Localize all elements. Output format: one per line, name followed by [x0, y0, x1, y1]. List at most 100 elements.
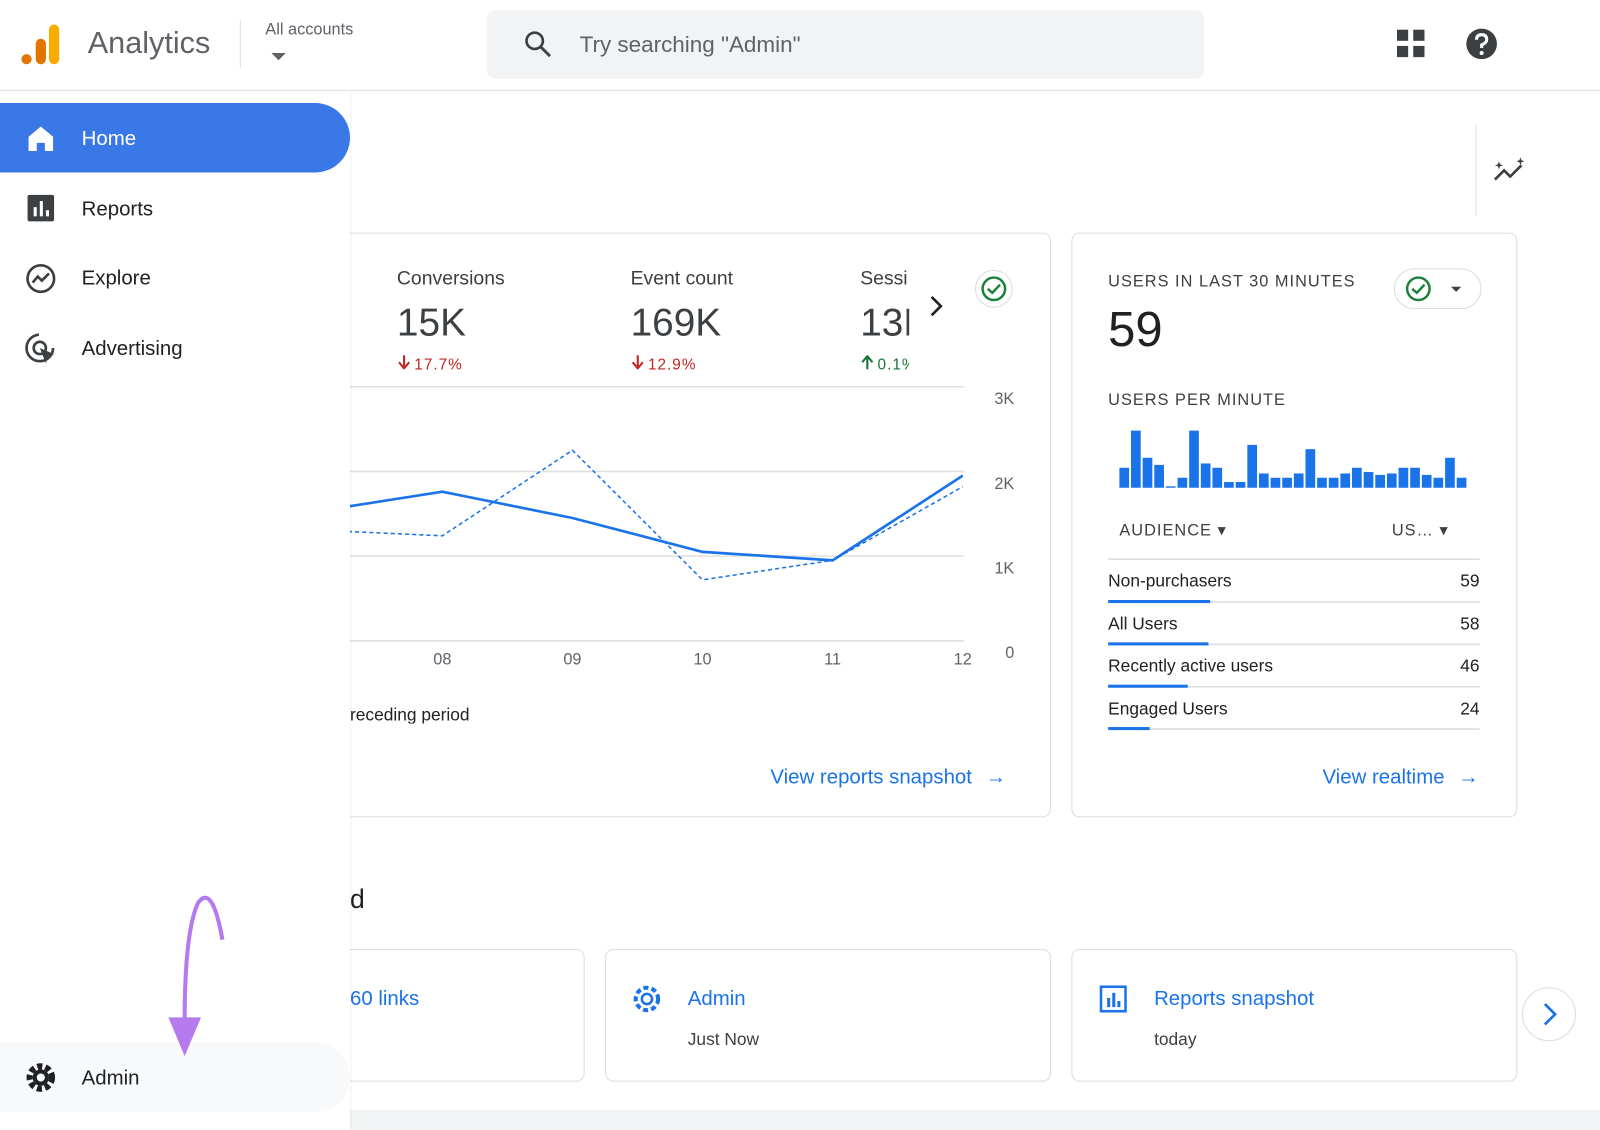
header: Analytics All accounts Try searching "Ad…	[0, 0, 1600, 91]
carousel-next[interactable]	[1518, 984, 1579, 1045]
audience-value: 24	[1378, 699, 1480, 716]
trend-arrow	[631, 355, 645, 369]
recent-time: Just Now	[688, 1031, 759, 1048]
bar	[1340, 473, 1350, 487]
audience-value: 59	[1378, 572, 1480, 589]
bar	[1410, 468, 1420, 488]
x-tick-label: 08	[433, 650, 451, 668]
account-picker[interactable]: All accounts	[265, 22, 353, 38]
product-name: Analytics	[88, 29, 210, 60]
apps-icon[interactable]	[1397, 30, 1428, 61]
column-header[interactable]: AUDIENCE ▾	[1119, 523, 1226, 539]
view-realtime-link[interactable]: View realtime →	[1322, 767, 1478, 787]
bar	[1364, 472, 1374, 488]
x-tick-label: 11	[824, 650, 841, 668]
bar	[1457, 478, 1467, 488]
next-metric[interactable]	[929, 295, 945, 317]
bar	[1387, 473, 1397, 487]
audience-name[interactable]: Engaged Users	[1108, 699, 1228, 716]
audience-name[interactable]: Recently active users	[1108, 657, 1273, 674]
bar	[1131, 431, 1141, 488]
audience-name[interactable]: All Users	[1108, 615, 1177, 632]
bar	[1399, 468, 1409, 488]
nav-item[interactable]: Admin	[82, 1068, 140, 1088]
audience-bar	[1108, 600, 1210, 603]
bar	[1201, 463, 1211, 487]
nav-item[interactable]: Explore	[82, 268, 151, 288]
bar	[1282, 478, 1292, 488]
audience-bar	[1108, 642, 1208, 645]
metric-label[interactable]: Event count	[631, 269, 733, 288]
change-text: 17.7%	[414, 356, 463, 373]
trend-arrow	[397, 355, 411, 369]
chart-title: USERS PER MINUTE	[1108, 393, 1286, 409]
sidebar: Home Reports Explore Advertising Admin	[0, 91, 350, 1130]
annotation-arrow	[153, 893, 235, 1066]
advertising-icon	[23, 332, 58, 367]
nav-item[interactable]: Reports	[82, 199, 153, 219]
recent-title[interactable]: 60 links	[350, 989, 419, 1009]
x-tick-label: 10	[693, 650, 711, 668]
search-box[interactable]: Try searching "Admin"	[487, 10, 1204, 78]
x-tick-label: 12	[954, 650, 972, 668]
gear-icon	[24, 1061, 57, 1094]
legend-label: receding period	[350, 706, 554, 723]
audience-name[interactable]: Non-purchasers	[1108, 572, 1231, 589]
link-text[interactable]: View reports snapshot	[770, 766, 972, 788]
bar	[1433, 478, 1443, 488]
y-tick-label: 1K	[994, 559, 1014, 577]
bar	[1259, 473, 1269, 487]
bar	[1352, 468, 1362, 488]
view-reports-link[interactable]: View reports snapshot →	[770, 767, 1006, 787]
bar	[1212, 468, 1222, 488]
bar	[1166, 486, 1176, 487]
recent-time: today	[1154, 1031, 1196, 1048]
metric-label[interactable]: Sessi	[860, 269, 909, 288]
change-text: 0.1%	[878, 356, 910, 372]
bar	[1305, 449, 1315, 488]
bar	[1329, 478, 1339, 488]
recent-title[interactable]: Admin	[688, 989, 746, 1009]
bar	[1271, 478, 1281, 488]
bar	[1375, 475, 1385, 488]
bar	[1445, 458, 1455, 488]
bar	[1236, 482, 1246, 488]
search-icon	[523, 30, 554, 61]
recent-title[interactable]: Reports snapshot	[1154, 989, 1314, 1009]
change-text: 12.9%	[648, 356, 697, 373]
column-header-text[interactable]: AUDIENCE	[1119, 522, 1212, 539]
help-icon[interactable]	[1465, 28, 1498, 61]
caret[interactable]	[271, 53, 285, 61]
logo[interactable]	[20, 22, 61, 67]
metric-change: 17.7%	[397, 355, 463, 372]
picker-icons	[1395, 269, 1481, 308]
nav-item[interactable]: Home	[82, 129, 136, 149]
series-line	[312, 476, 963, 561]
y-tick-label: 3K	[994, 390, 1014, 408]
y-tick-label: 0	[1005, 644, 1014, 662]
realtime-title: USERS IN LAST 30 MINUTES	[1108, 274, 1355, 290]
metric-label[interactable]: Conversions	[397, 269, 505, 288]
bar	[1143, 458, 1153, 488]
column-header[interactable]: US… ▾	[1392, 523, 1449, 539]
bar	[1119, 468, 1129, 488]
comparison-picker[interactable]	[1394, 268, 1482, 309]
link-text[interactable]: View realtime	[1322, 766, 1444, 788]
bar	[1317, 478, 1327, 488]
home-icon	[26, 123, 57, 154]
metric-value: 13K	[860, 304, 909, 343]
column-header-text[interactable]: US…	[1392, 522, 1434, 539]
bar	[1224, 482, 1234, 488]
metric-change: 12.9%	[631, 355, 697, 372]
metric-change: 0.1%	[860, 355, 909, 372]
series-line	[312, 450, 963, 580]
nav-item[interactable]: Advertising	[82, 339, 183, 359]
bar	[1294, 473, 1304, 487]
bar	[1154, 465, 1164, 488]
metric-value: 15K	[397, 304, 466, 343]
gear-icon	[631, 983, 664, 1016]
audience-value: 58	[1378, 615, 1480, 632]
bar	[1247, 445, 1257, 488]
